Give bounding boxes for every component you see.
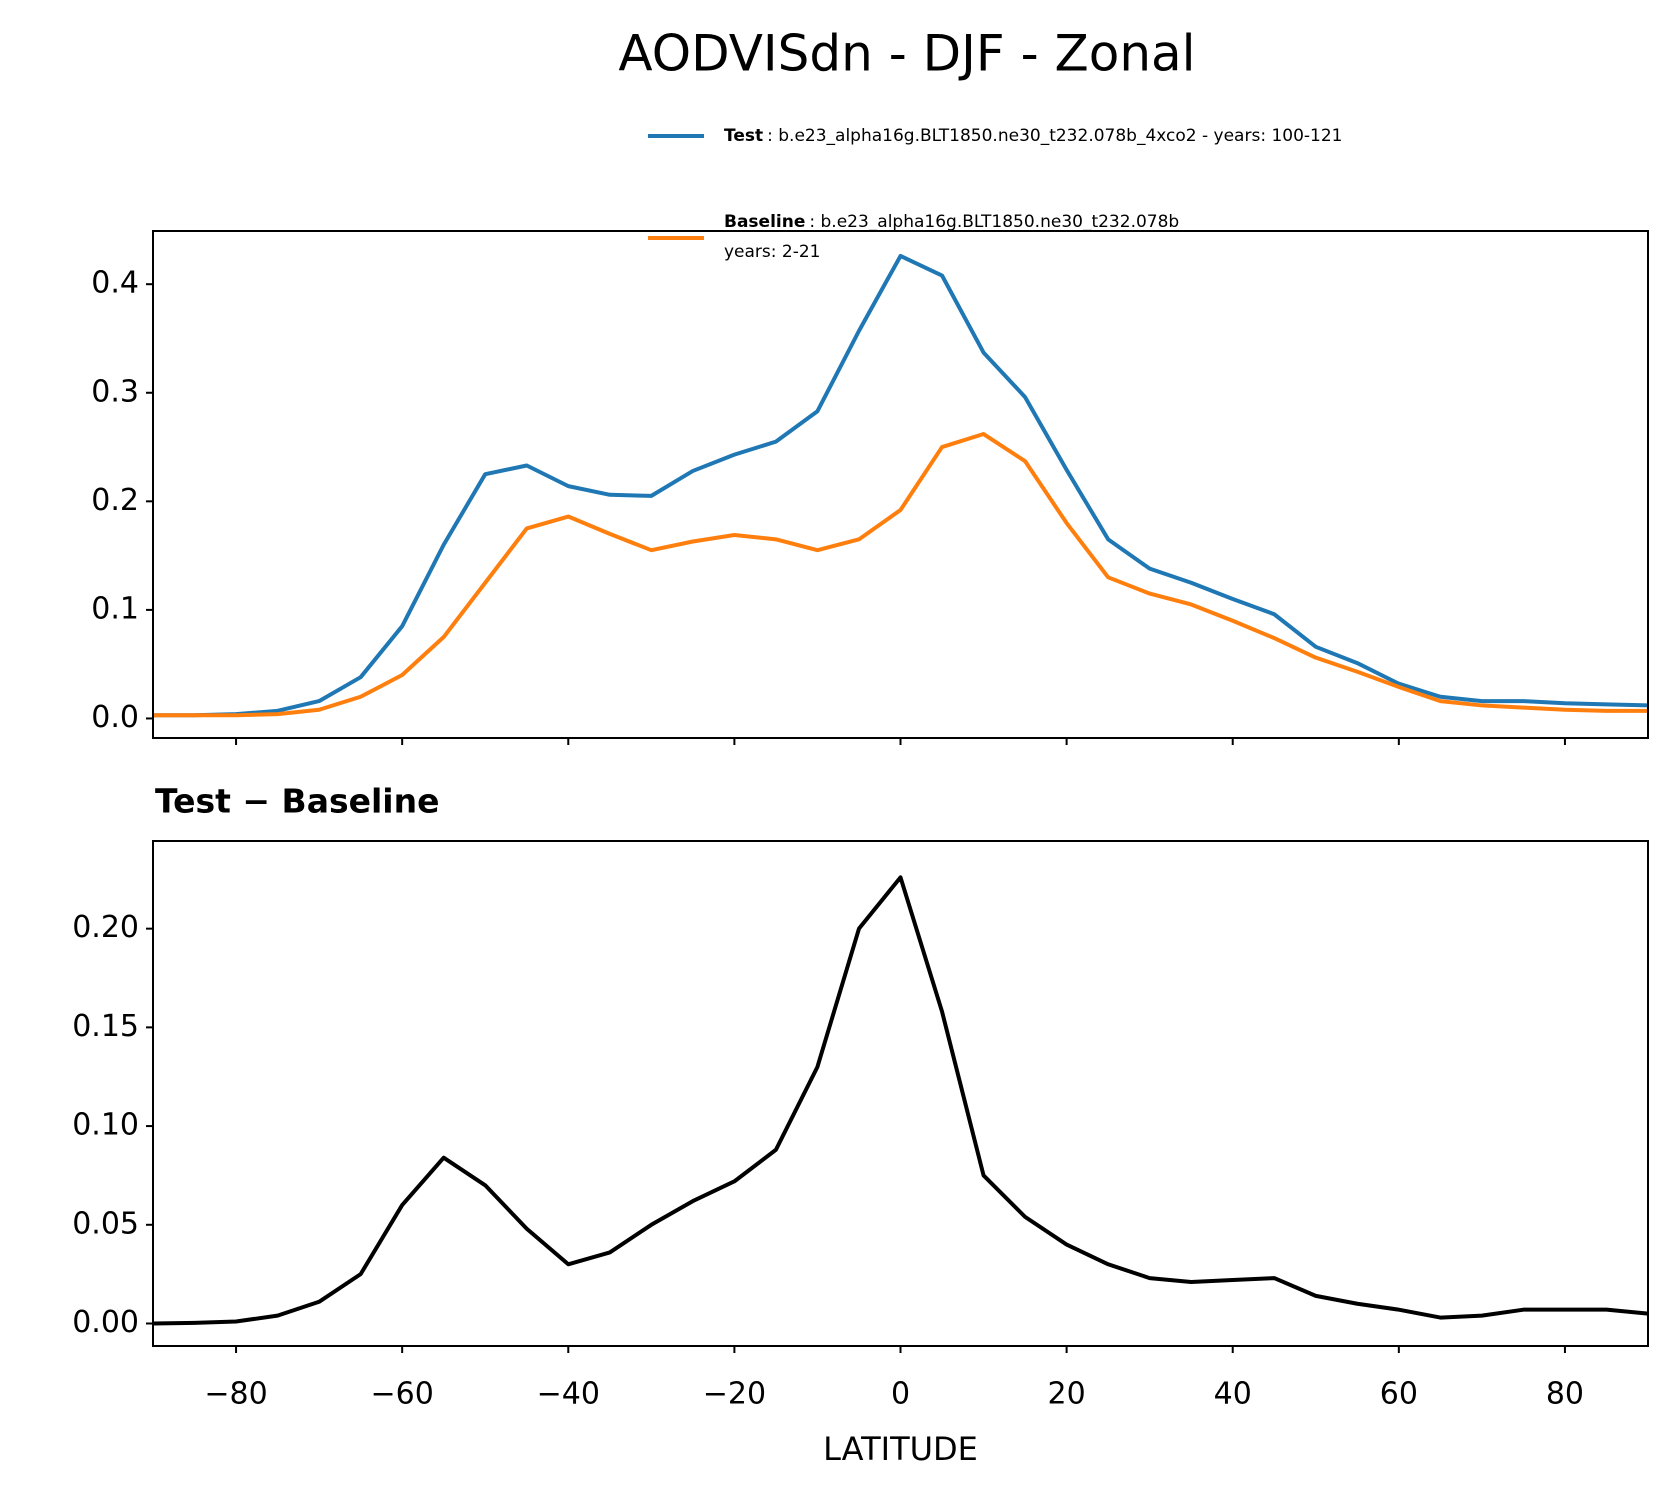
y-tick-label: 0.05 [72, 1206, 139, 1241]
x-tick-label: −20 [703, 1377, 766, 1412]
y-tick-label: 0.00 [72, 1305, 139, 1340]
legend-name: Baseline [724, 212, 805, 232]
subplot-title: Test − Baseline [155, 782, 440, 821]
legend-description: : b.e23_alpha16g.BLT1850.ne30_t232.078b_… [767, 126, 1342, 146]
x-axis-label: LATITUDE [823, 1430, 978, 1468]
x-tick-label: −60 [371, 1377, 434, 1412]
legend-description: : b.e23_alpha16g.BLT1850.ne30_t232.078b [809, 212, 1179, 232]
legend-description: years: 2-21 [724, 242, 821, 262]
x-tick-label: 40 [1214, 1377, 1252, 1412]
axes-frame [152, 840, 1649, 1347]
y-tick-label: 0.20 [72, 910, 139, 945]
x-tick-label: 60 [1380, 1377, 1418, 1412]
x-tick-label: −80 [204, 1377, 267, 1412]
x-tick-label: 20 [1048, 1377, 1086, 1412]
y-tick-label: 0.2 [91, 483, 139, 518]
data-line [153, 253, 1649, 718]
y-tick-label: 0.10 [72, 1108, 139, 1143]
figure-title: AODVISdn - DJF - Zonal [618, 25, 1195, 83]
y-tick-label: 0.1 [91, 591, 139, 626]
y-tick-label: 0.15 [72, 1009, 139, 1044]
axes-frame [152, 230, 1649, 739]
y-tick-label: 0.3 [91, 374, 139, 409]
data-line [153, 432, 1648, 718]
legend-name: Test [724, 126, 763, 146]
data-line [152, 875, 1649, 1326]
y-tick-label: 0.4 [91, 266, 139, 301]
y-tick-label: 0.0 [91, 700, 139, 735]
x-tick-label: −40 [537, 1377, 600, 1412]
x-tick-label: 0 [891, 1377, 910, 1412]
x-tick-label: 80 [1546, 1377, 1584, 1412]
